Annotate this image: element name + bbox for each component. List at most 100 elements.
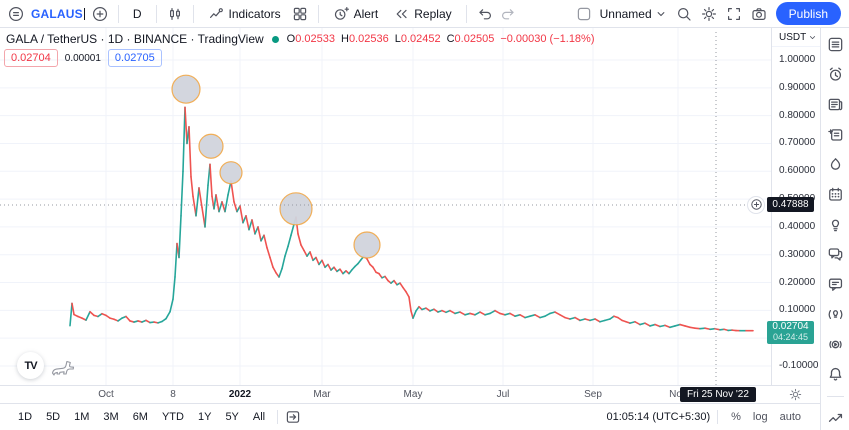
- range-button-3m[interactable]: 3M: [98, 409, 123, 425]
- chart-column: GALA / TetherUS · 1D · BINANCE · Trading…: [0, 28, 820, 430]
- alarm-icon[interactable]: [827, 66, 844, 83]
- chat-icon[interactable]: [827, 276, 844, 293]
- symbol-search-button[interactable]: GALAUS: [31, 7, 85, 21]
- separator: [317, 4, 319, 23]
- indicators-icon: [208, 6, 224, 22]
- alert-clock-icon: [333, 6, 349, 22]
- add-alert-plus-icon[interactable]: [748, 196, 764, 213]
- indicators-button[interactable]: Indicators: [204, 4, 285, 24]
- symbol-logo-icon[interactable]: [8, 6, 24, 22]
- time-scale[interactable]: Fri 25 Nov '22 Oct 8 2022 Mar May Jul Sep Nov: [0, 385, 820, 403]
- alert-button[interactable]: Alert: [329, 4, 383, 24]
- hotlist-icon[interactable]: [827, 156, 844, 173]
- range-button-ytd[interactable]: YTD: [157, 409, 189, 425]
- price-axis-label: 0.40000: [779, 220, 816, 232]
- bid-price[interactable]: 0.02704: [4, 49, 58, 67]
- dino-cursor-icon: [50, 356, 76, 376]
- layout-grid-icon[interactable]: [292, 6, 308, 22]
- range-button-5d[interactable]: 5D: [41, 409, 65, 425]
- price-chart[interactable]: [0, 28, 771, 385]
- price-change: −0.00030 (−1.18%): [500, 33, 595, 45]
- price-axis-label: 0.10000: [779, 304, 816, 316]
- stream-icon[interactable]: [827, 336, 844, 353]
- bottom-toolbar: 1D 5D 1M 3M 6M YTD 1Y 5Y All 01:05:14 (UTC+5:30)…: [0, 403, 820, 430]
- scale-mode-log[interactable]: log: [747, 409, 774, 425]
- range-button-1d[interactable]: 1D: [13, 409, 37, 425]
- time-axis-label: Nov: [669, 389, 687, 400]
- symbol-text: GALAUS: [31, 6, 83, 21]
- range-button-all[interactable]: All: [248, 409, 270, 425]
- chart-legend: GALA / TetherUS · 1D · BINANCE · Trading…: [6, 32, 595, 46]
- clock-label[interactable]: 01:05:14 (UTC+5:30): [606, 411, 711, 423]
- crosshair-price-badge: 0.47888: [767, 196, 814, 212]
- market-status-dot[interactable]: [271, 35, 279, 43]
- scale-settings-gear-icon[interactable]: [789, 388, 802, 401]
- separator: [192, 4, 194, 23]
- price-axis-label: 1.00000: [779, 54, 816, 65]
- price-axis-label: 0.30000: [779, 248, 816, 260]
- price-axis-label: 0.90000: [779, 81, 816, 93]
- range-button-5y[interactable]: 5Y: [220, 409, 243, 425]
- text-notes-icon[interactable]: [827, 126, 844, 143]
- save-checkbox[interactable]: [577, 7, 591, 21]
- toolbar-right-group: Unnamed Publish: [577, 2, 841, 25]
- scale-mode-%[interactable]: %: [725, 409, 747, 425]
- chart-style-icon[interactable]: [167, 6, 183, 22]
- time-axis-label: Mar: [313, 389, 331, 400]
- scale-mode-auto[interactable]: auto: [774, 409, 807, 425]
- redo-icon[interactable]: [500, 6, 516, 22]
- time-axis-label: 2022: [228, 389, 252, 400]
- snapshot-camera-icon[interactable]: [751, 6, 767, 22]
- ask-price[interactable]: 0.02705: [107, 49, 162, 67]
- sparkline-icon[interactable]: [827, 410, 844, 427]
- layout-menu[interactable]: Unnamed: [600, 7, 667, 21]
- last-price-badge: 0.02704 04:24:45: [767, 320, 814, 344]
- publish-button[interactable]: Publish: [775, 2, 841, 25]
- time-axis-label: Oct: [98, 389, 114, 400]
- spread-value: 0.00001: [64, 52, 101, 64]
- separator: [277, 410, 279, 424]
- chart-and-scale: GALA / TetherUS · 1D · BINANCE · Trading…: [0, 28, 820, 385]
- idea-icon[interactable]: [827, 216, 844, 233]
- bar-countdown: 04:24:45: [772, 331, 809, 342]
- separator: [117, 4, 119, 23]
- range-button-1m[interactable]: 1M: [69, 409, 94, 425]
- tradingview-logo[interactable]: TV: [17, 352, 44, 379]
- search-icon[interactable]: [676, 6, 692, 22]
- chats-icon[interactable]: [827, 246, 844, 263]
- price-scale-currency-menu[interactable]: USDT: [772, 28, 820, 47]
- settings-gear-icon[interactable]: [701, 6, 717, 22]
- price-axis-label: -0.10000: [779, 359, 819, 371]
- crosshair-date-badge: Fri 25 Nov '22: [680, 387, 756, 402]
- replay-button[interactable]: Replay: [389, 4, 455, 24]
- bell-icon[interactable]: [827, 366, 844, 383]
- separator: [717, 410, 719, 424]
- go-to-date-icon[interactable]: [285, 409, 301, 425]
- undo-icon[interactable]: [477, 6, 493, 22]
- fullscreen-icon[interactable]: [726, 6, 742, 22]
- chart-pane[interactable]: GALA / TetherUS · 1D · BINANCE · Trading…: [0, 28, 771, 385]
- chevron-down-icon: [655, 8, 667, 20]
- price-axis-label: 0.20000: [779, 276, 816, 288]
- right-sidebar: [820, 28, 849, 430]
- time-axis-label: 8: [170, 389, 176, 400]
- symbol-title[interactable]: GALA / TetherUS · 1D · BINANCE · Trading…: [6, 32, 264, 46]
- idea-live-icon[interactable]: [827, 306, 844, 323]
- price-axis-label: 0.60000: [779, 165, 816, 177]
- range-button-6m[interactable]: 6M: [128, 409, 153, 425]
- compare-add-icon[interactable]: [92, 6, 108, 22]
- time-axis-label: May: [403, 389, 423, 400]
- range-button-1y[interactable]: 1Y: [193, 409, 216, 425]
- calendar-icon[interactable]: [827, 186, 844, 203]
- ohlc-values: O0.02533 H0.02536 L0.02452 C0.02505 −0.0…: [286, 33, 595, 45]
- interval-button[interactable]: D: [129, 5, 146, 23]
- top-toolbar: GALAUS D Indicators Alert Replay Unna: [0, 0, 849, 28]
- text-cursor: [83, 7, 85, 20]
- date-range-buttons: 1D 5D 1M 3M 6M YTD 1Y 5Y All: [13, 409, 270, 425]
- status-right-group: 01:05:14 (UTC+5:30) % log auto: [606, 409, 807, 425]
- separator: [465, 4, 467, 23]
- news-icon[interactable]: [827, 96, 844, 113]
- price-axis-label: 0.70000: [779, 137, 816, 149]
- watchlist-icon[interactable]: [827, 36, 844, 53]
